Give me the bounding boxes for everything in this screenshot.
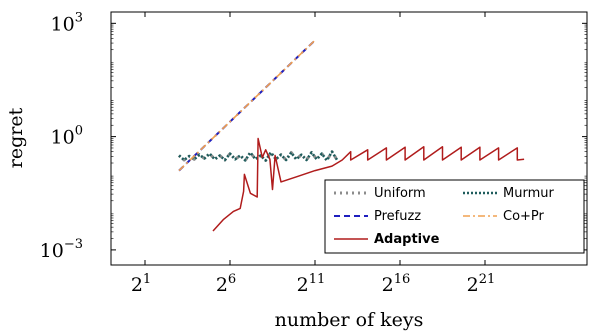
y-tick-base: 10 <box>51 13 75 35</box>
legend-label: Adaptive <box>374 232 440 247</box>
x-tick-base: 2 <box>467 274 479 296</box>
legend-label: Murmur <box>503 186 554 201</box>
legend-box <box>324 179 585 254</box>
series-line-murmur <box>178 150 339 162</box>
y-tick-exponent: 3 <box>75 10 83 25</box>
series-line-co-pr <box>178 39 316 172</box>
y-tick-base: 10 <box>51 127 75 149</box>
x-tick-label: 211 <box>297 272 326 296</box>
y-tick-label: 100 <box>51 124 83 149</box>
y-tick-exponent: −3 <box>64 237 83 252</box>
x-tick-exponent: 16 <box>394 272 411 287</box>
x-tick-labels: 21 26 211 216 221 <box>131 272 496 296</box>
x-tick-label: 221 <box>467 272 496 296</box>
x-tick-label: 26 <box>216 272 236 296</box>
tick-marks <box>111 12 587 265</box>
series-line-adaptive <box>212 137 525 232</box>
legend-label: Prefuzz <box>374 209 421 224</box>
legend-items: Uniform Murmur Prefuzz Co+Pr Adaptive <box>334 186 554 247</box>
y-axis-title: regret <box>5 107 27 168</box>
x-tick-label: 216 <box>382 272 411 296</box>
x-tick-exponent: 6 <box>228 272 236 287</box>
legend-label: Co+Pr <box>503 209 545 224</box>
legend: Uniform Murmur Prefuzz Co+Pr Adaptive <box>324 179 585 254</box>
x-axis-title: number of keys <box>275 309 424 331</box>
x-tick-label: 21 <box>131 272 151 296</box>
x-tick-base: 2 <box>382 274 394 296</box>
y-tick-label: 10−3 <box>40 237 83 262</box>
x-tick-base: 2 <box>297 274 309 296</box>
y-tick-base: 10 <box>40 240 64 262</box>
x-tick-exponent: 11 <box>309 272 326 287</box>
legend-label: Uniform <box>374 186 426 201</box>
y-tick-label: 103 <box>51 10 83 35</box>
x-tick-exponent: 21 <box>479 272 496 287</box>
y-tick-exponent: 0 <box>75 124 83 139</box>
x-tick-exponent: 1 <box>143 272 151 287</box>
x-tick-base: 2 <box>216 274 228 296</box>
series-layer <box>178 39 525 232</box>
x-tick-base: 2 <box>131 274 143 296</box>
